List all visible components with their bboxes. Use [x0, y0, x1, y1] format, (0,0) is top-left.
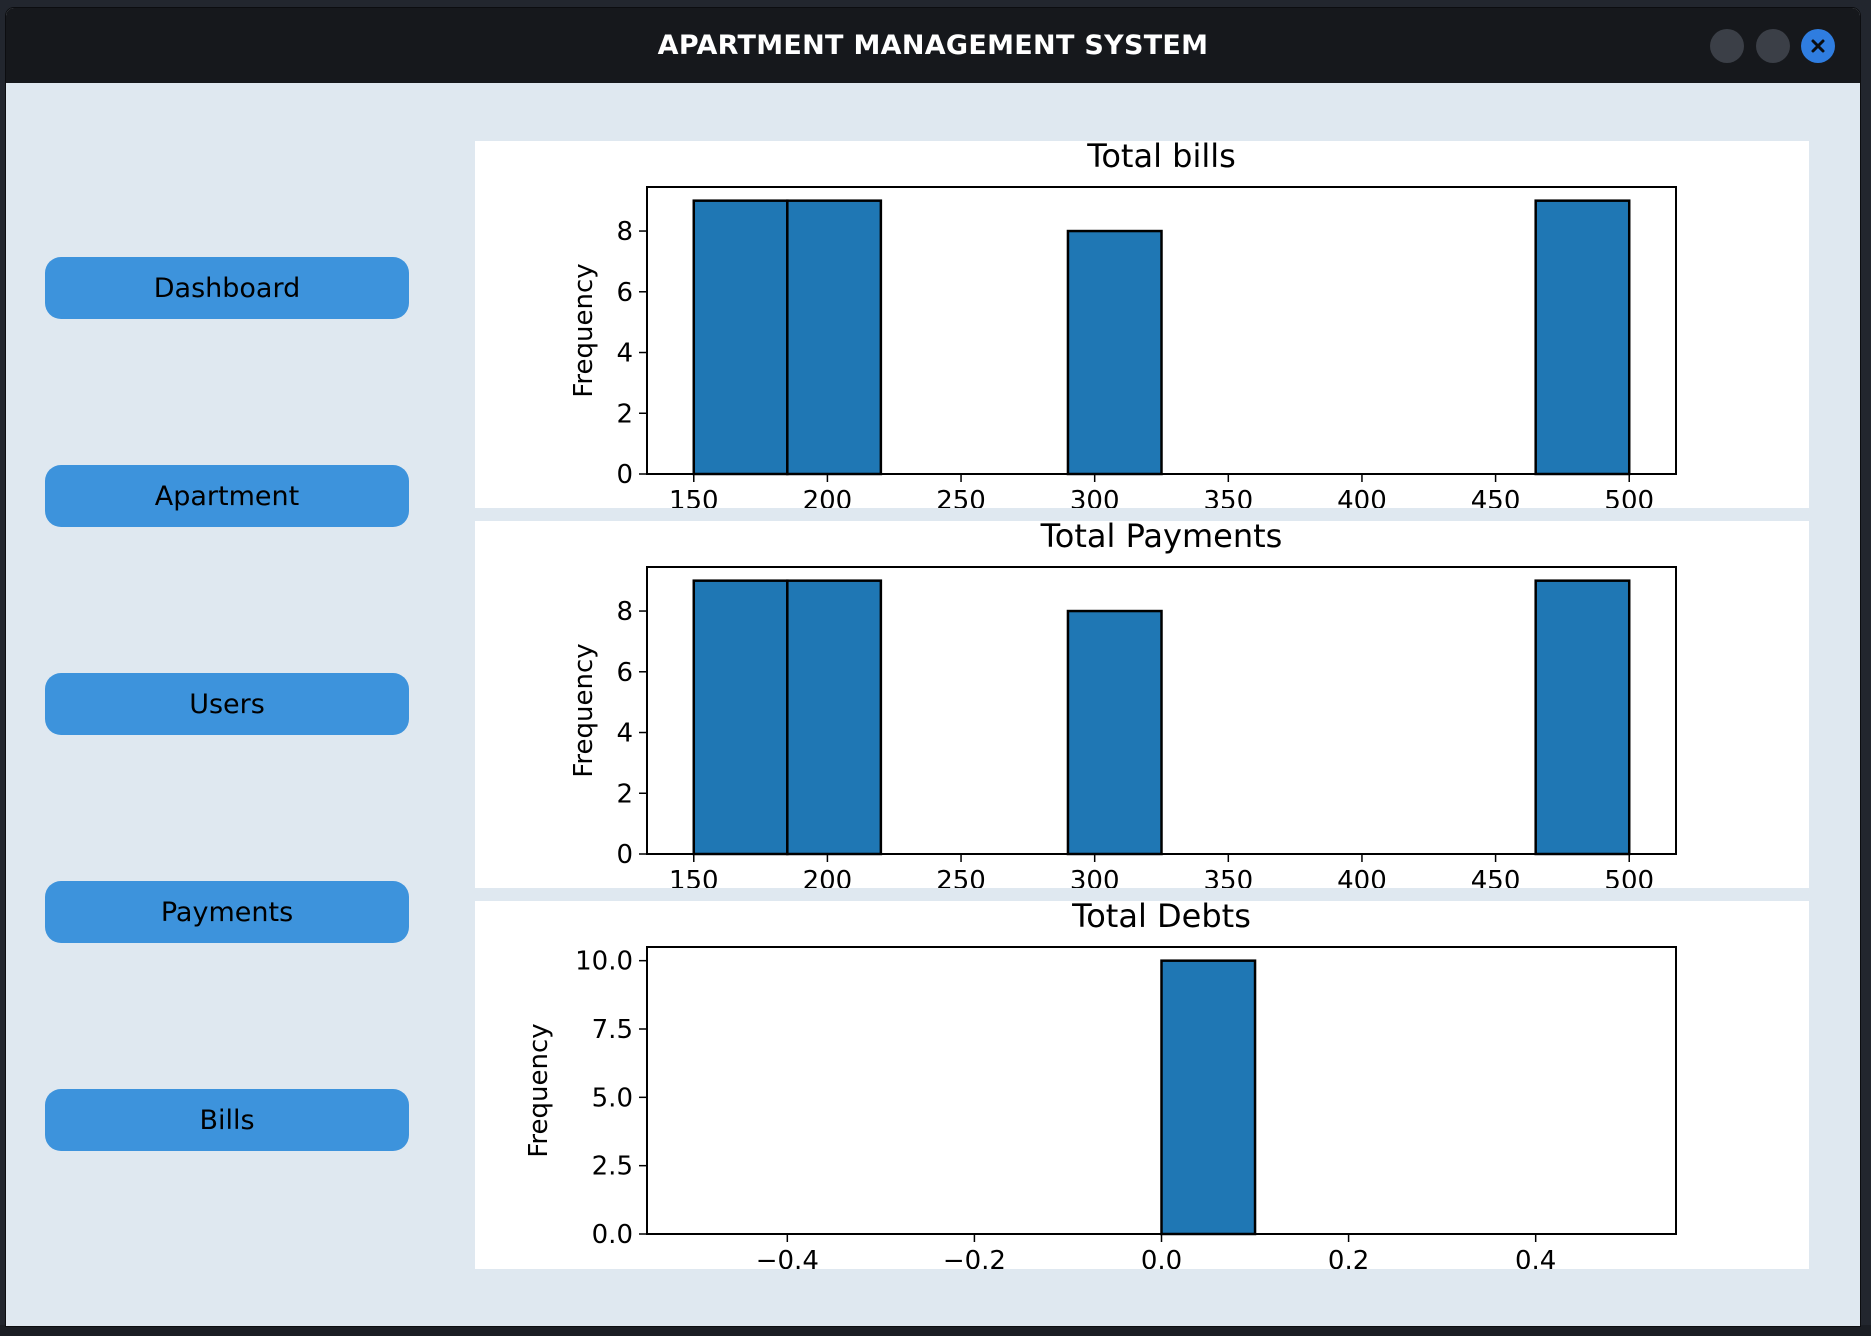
x-tick-label: −0.4: [756, 1246, 819, 1269]
x-tick-label: 150: [669, 486, 719, 508]
close-button[interactable]: [1801, 29, 1835, 63]
axes-frame: [646, 186, 1677, 475]
histogram-bar: [786, 199, 883, 476]
x-tick-label: 350: [1203, 866, 1253, 888]
histogram-bar: [1066, 609, 1163, 856]
x-tick-label: 150: [669, 866, 719, 888]
chart-title: Total bills: [1086, 141, 1236, 175]
x-tick-label: 450: [1471, 486, 1521, 508]
histogram-bar: [1534, 199, 1631, 476]
title-bar: APARTMENT MANAGEMENT SYSTEM: [6, 8, 1860, 83]
y-tick-label: 2: [616, 399, 633, 429]
payments-button[interactable]: Payments: [45, 881, 409, 943]
total-payments-chart-svg: Total Payments 150 200 250 300 350 400 450 500 0 2…: [569, 521, 1677, 888]
x-tick-label: 0.4: [1515, 1246, 1556, 1269]
total-debts-chart-svg: Total Debts −0.4 −0.2 0.0 0.2 0.4 0.0 2.5 5.0 7.5…: [524, 901, 1677, 1269]
y-tick-label: 6: [616, 278, 633, 308]
y-tick-label: 2.5: [592, 1152, 633, 1182]
y-axis-label: Frequency: [569, 643, 599, 777]
y-tick-label: 8: [616, 217, 633, 247]
x-tick-label: 450: [1471, 866, 1521, 888]
y-tick-label: 7.5: [592, 1015, 633, 1045]
y-tick-label: 5.0: [592, 1083, 633, 1113]
bills-button[interactable]: Bills: [45, 1089, 409, 1151]
x-tick-label: 500: [1604, 486, 1654, 508]
x-tick-label: 400: [1337, 866, 1387, 888]
dashboard-button[interactable]: Dashboard: [45, 257, 409, 319]
minimize-button[interactable]: [1710, 29, 1744, 63]
total-bills-chart-svg: Total bills 150 200 250 300 350 400 450 500 0 2 4 6 8…: [569, 141, 1677, 508]
y-axis-label: Frequency: [569, 263, 599, 397]
desktop-taskbar: [0, 1325, 1871, 1336]
y-tick-label: 8: [616, 597, 633, 627]
histogram-bar: [1160, 959, 1257, 1236]
y-tick-label: 10.0: [575, 947, 633, 977]
close-icon: [1811, 39, 1825, 53]
y-tick-label: 4: [616, 339, 633, 369]
x-tick-label: 0.2: [1328, 1246, 1369, 1269]
total-payments-chart: Total Payments 150 200 250 300 350 400 450 500 0 2…: [475, 521, 1809, 888]
histogram-bar: [1534, 579, 1631, 856]
x-tick-label: 250: [936, 866, 986, 888]
histogram-bar: [692, 579, 789, 856]
histogram-bar: [692, 199, 789, 476]
x-tick-label: 0.0: [1141, 1246, 1182, 1269]
apartment-button[interactable]: Apartment: [45, 465, 409, 527]
x-tick-label: 300: [1070, 866, 1120, 888]
axes-frame: [646, 566, 1677, 855]
chart-title: Total Debts: [1071, 901, 1251, 935]
histogram-bar: [1066, 229, 1163, 476]
chart-title: Total Payments: [1040, 521, 1283, 555]
y-tick-label: 0: [616, 840, 633, 870]
histogram-bar: [786, 579, 883, 856]
y-tick-label: 4: [616, 719, 633, 749]
y-tick-label: 0.0: [592, 1220, 633, 1250]
x-tick-label: 500: [1604, 866, 1654, 888]
x-tick-label: 300: [1070, 486, 1120, 508]
x-tick-label: 200: [803, 486, 853, 508]
x-tick-label: 200: [803, 866, 853, 888]
window-title: APARTMENT MANAGEMENT SYSTEM: [657, 30, 1209, 61]
app-window: APARTMENT MANAGEMENT SYSTEM Dashboard Ap…: [6, 8, 1860, 1326]
x-tick-label: 250: [936, 486, 986, 508]
y-tick-label: 6: [616, 658, 633, 688]
y-tick-label: 0: [616, 460, 633, 490]
x-tick-label: −0.2: [943, 1246, 1006, 1269]
maximize-button[interactable]: [1756, 29, 1790, 63]
y-axis-label: Frequency: [524, 1023, 554, 1157]
x-tick-label: 350: [1203, 486, 1253, 508]
users-button[interactable]: Users: [45, 673, 409, 735]
total-debts-chart: Total Debts −0.4 −0.2 0.0 0.2 0.4 0.0 2.5 5.0 7.5…: [475, 901, 1809, 1269]
x-tick-label: 400: [1337, 486, 1387, 508]
y-tick-label: 2: [616, 779, 633, 809]
total-bills-chart: Total bills 150 200 250 300 350 400 450 500 0 2 4 6 8…: [475, 141, 1809, 508]
